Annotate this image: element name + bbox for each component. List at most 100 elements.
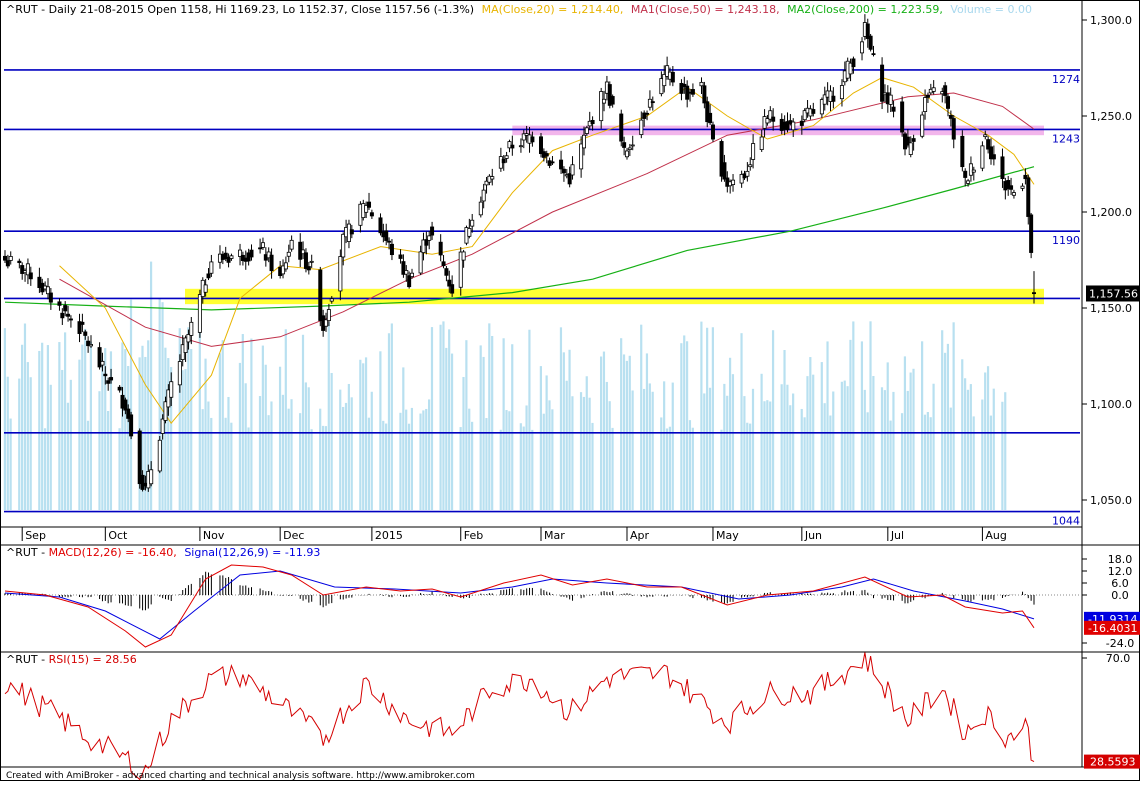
volume-bar: [883, 390, 886, 510]
volume-bar: [78, 359, 81, 510]
volume-bar: [499, 429, 502, 510]
volume-bar: [789, 405, 792, 510]
rsi-tick-label: 70.0: [1106, 652, 1131, 665]
volume-bar: [350, 397, 353, 510]
volume-bar: [823, 403, 826, 510]
month-label: Jun: [804, 529, 822, 542]
candle-body: [458, 251, 463, 288]
volume-bar: [909, 372, 912, 510]
price-tick-label: 1,100.0: [1090, 398, 1132, 411]
candle-body: [630, 144, 635, 147]
volume-bar: [129, 299, 133, 510]
volume-bar: [728, 357, 732, 510]
candle-body: [581, 134, 586, 149]
candle-body: [25, 263, 30, 276]
volume-bar: [840, 381, 843, 510]
ma50-line: [59, 92, 1035, 347]
volume-bar: [525, 405, 528, 510]
volume-bar: [943, 352, 947, 510]
signal-label: Signal(12,26,9) = -11.93: [184, 546, 320, 559]
volume-bar: [519, 423, 522, 510]
volume-bar: [866, 412, 869, 510]
candle-body: [871, 53, 876, 56]
volume-bar: [63, 332, 67, 510]
volume-bar: [880, 387, 884, 510]
volume-bar: [324, 426, 328, 510]
volume-bar: [190, 349, 193, 510]
candle-body: [438, 241, 443, 256]
candle-body: [822, 94, 827, 105]
volume-bar: [528, 329, 531, 510]
volume-bar: [230, 422, 233, 510]
volume-bar: [812, 374, 815, 510]
volume-bar: [906, 390, 909, 510]
volume-bar: [688, 420, 692, 510]
volume-bar: [339, 389, 342, 510]
candle-body: [900, 101, 905, 133]
volume-bar: [826, 341, 829, 510]
candle-body: [369, 212, 374, 217]
volume-bar: [267, 415, 270, 510]
candle-body: [481, 189, 486, 202]
ma200-label: MA2(Close,200) = 1,223.59,: [787, 3, 943, 16]
volume-bar: [23, 323, 27, 510]
macd-tick-label: 0.0: [1111, 589, 1129, 602]
volume-bar: [946, 343, 950, 510]
volume-bar: [588, 397, 591, 510]
volume-bar: [61, 369, 64, 510]
volume-bar: [218, 353, 221, 510]
month-label: Sep: [25, 529, 46, 542]
candle-body: [659, 78, 664, 95]
candle-body: [260, 242, 265, 248]
volume-bar: [250, 338, 253, 510]
volume-bar: [86, 420, 90, 510]
volume-bar: [582, 396, 585, 510]
candle-body: [1029, 214, 1034, 253]
candle-body: [948, 114, 953, 119]
volume-bar: [445, 347, 448, 510]
volume-bar: [49, 384, 52, 510]
price-tick-label: 1,150.0: [1090, 302, 1132, 315]
footer-text: Created with AmiBroker - advanced charti…: [6, 771, 475, 781]
volume-label: Volume = 0.00: [950, 3, 1032, 16]
candle-body: [504, 155, 509, 159]
volume-bar: [43, 428, 47, 510]
volume-bar: [184, 369, 187, 510]
volume-bar: [227, 396, 230, 510]
candle-body: [584, 127, 589, 134]
price-tick-label: 1,200.0: [1090, 206, 1132, 219]
candle-body: [100, 360, 105, 366]
resistance-zone: [512, 125, 1044, 136]
volume-bar: [124, 349, 127, 510]
candle-body: [478, 201, 483, 216]
candle-body: [404, 270, 409, 275]
volume-bar: [602, 351, 606, 510]
volume-bar: [912, 368, 915, 510]
volume-bar: [703, 393, 706, 510]
volume-bar: [84, 328, 87, 510]
volume-bar: [89, 341, 92, 510]
volume-bar: [20, 344, 24, 510]
candle-body: [550, 161, 555, 164]
candle-body: [281, 265, 286, 275]
volume-bar: [465, 340, 468, 510]
volume-bar: [18, 378, 21, 510]
volume-bar: [38, 350, 41, 510]
candle-body: [68, 318, 73, 321]
volume-bar: [121, 342, 124, 510]
candle-body: [670, 71, 675, 83]
volume-bar: [551, 409, 554, 510]
volume-bar: [511, 344, 514, 510]
candle-body: [851, 58, 856, 68]
rsi-last-value-box: [1084, 754, 1140, 769]
candle-body: [86, 340, 91, 347]
volume-bar: [900, 413, 904, 510]
candle-body: [819, 99, 824, 115]
candle-body: [223, 252, 228, 259]
volume-bar: [362, 363, 365, 510]
month-label: Oct: [108, 529, 128, 542]
candle-body: [103, 373, 108, 377]
candle-body: [306, 266, 311, 271]
candle-body: [710, 124, 715, 140]
